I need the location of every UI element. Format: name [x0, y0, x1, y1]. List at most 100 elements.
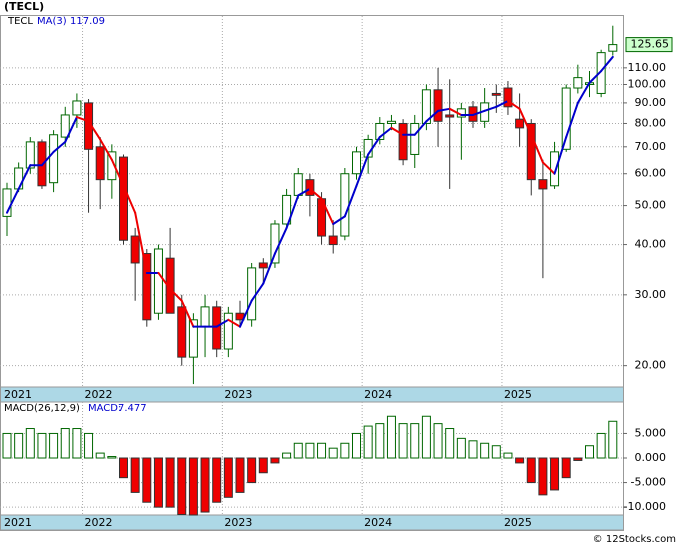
candle-body	[410, 122, 420, 155]
macd-bar	[410, 423, 420, 459]
ma-line	[239, 299, 253, 328]
candle-body	[107, 151, 117, 181]
x-tick-label: 2023	[224, 516, 252, 529]
ma-line	[448, 107, 463, 116]
candle-body	[119, 156, 128, 241]
ma-line	[215, 318, 230, 328]
x-tick-label: 2023	[224, 388, 252, 401]
x-tick-label: 2024	[364, 388, 392, 401]
y-tick-label: 5.000	[635, 426, 667, 439]
candle-body	[305, 179, 315, 196]
ma-line	[273, 226, 288, 255]
ma-line	[122, 184, 137, 214]
macd-bar	[153, 457, 163, 508]
candle-body	[375, 122, 385, 140]
price-label: 125.65	[631, 38, 670, 51]
ma-line	[390, 126, 405, 136]
x-tick-label: 2025	[504, 516, 532, 529]
candle-body	[212, 306, 222, 350]
macd-bar	[561, 457, 571, 479]
ma-line	[518, 107, 533, 136]
footer: © 12Stocks.com	[593, 534, 676, 545]
macd-bar	[328, 447, 338, 459]
macd-bar	[72, 428, 82, 459]
x-tick-label: 2025	[504, 388, 532, 401]
macd-bar	[573, 457, 583, 461]
chart-title: (TECL)	[4, 0, 44, 13]
ma-line	[297, 187, 311, 197]
ma-line	[134, 211, 148, 274]
macd-bar	[445, 428, 455, 459]
ma-line	[413, 120, 428, 136]
candle-body	[421, 89, 431, 124]
macd-bar	[25, 428, 35, 459]
macd-bar	[200, 457, 210, 513]
macd-bar	[188, 457, 198, 516]
y-tick-label: 30.00	[635, 288, 667, 301]
macd-bar	[433, 423, 443, 459]
macd-bar	[212, 457, 222, 503]
candle-body	[386, 120, 396, 124]
ma-line	[541, 161, 556, 175]
ma-line	[17, 164, 32, 190]
candle-body	[328, 235, 338, 246]
ma-line	[6, 187, 20, 214]
macd-bar	[585, 445, 594, 459]
ma-line	[308, 187, 323, 200]
macd-bar	[293, 442, 303, 459]
candle-body	[573, 77, 583, 89]
macd-bar	[270, 457, 280, 464]
ma-line	[99, 138, 113, 161]
macd-bar	[2, 432, 12, 459]
candle-body	[153, 248, 163, 314]
y-tick-label: 80.00	[635, 116, 667, 129]
ma-line	[530, 133, 544, 164]
macd-bar	[84, 432, 94, 459]
y-tick-label: -5.000	[631, 476, 666, 489]
y-tick-label: -10.000	[624, 500, 666, 513]
candle-body	[561, 87, 571, 150]
legend-value: 7.477	[118, 403, 147, 414]
ma-line	[169, 288, 183, 302]
candle-body	[60, 114, 70, 138]
macd-bar	[317, 442, 327, 459]
y-tick-label: 100.00	[628, 77, 667, 90]
macd-bar	[503, 452, 513, 459]
ma-line	[320, 197, 335, 225]
macd-bar	[142, 457, 152, 503]
panel-title: MACD(26,12,9)	[4, 403, 80, 414]
macd-bar	[14, 432, 24, 459]
candle-body	[165, 257, 175, 314]
ma-line	[157, 271, 172, 291]
ma-line	[437, 107, 451, 112]
ma-line	[506, 99, 521, 110]
ma-line	[425, 109, 440, 123]
ma-line	[110, 158, 125, 187]
candle-body	[526, 122, 536, 181]
macd-bar	[363, 425, 373, 459]
candle-body	[515, 118, 525, 129]
macd-bar	[305, 442, 315, 459]
ma-line	[367, 136, 381, 156]
ma-line	[378, 126, 393, 139]
macd-bar	[550, 457, 560, 491]
macd-bar	[375, 423, 385, 459]
ma-line	[227, 318, 241, 328]
candle-body	[72, 100, 82, 116]
ma-line	[495, 99, 509, 108]
macd-bar	[526, 457, 536, 484]
candle-body	[550, 151, 560, 187]
ma-line	[472, 109, 486, 116]
candle-body	[247, 267, 257, 321]
macd-bar	[421, 415, 431, 459]
macd-bar	[282, 452, 292, 459]
legend-entry: MACD:	[88, 403, 121, 414]
ma-line	[588, 70, 603, 84]
macd-bar	[95, 452, 105, 459]
candle-body	[596, 52, 606, 94]
candle-body	[293, 173, 303, 196]
x-tick-label: 2024	[364, 516, 392, 529]
macd-bar	[223, 457, 233, 498]
macd-bar	[538, 457, 548, 496]
macd-bar	[258, 457, 268, 474]
